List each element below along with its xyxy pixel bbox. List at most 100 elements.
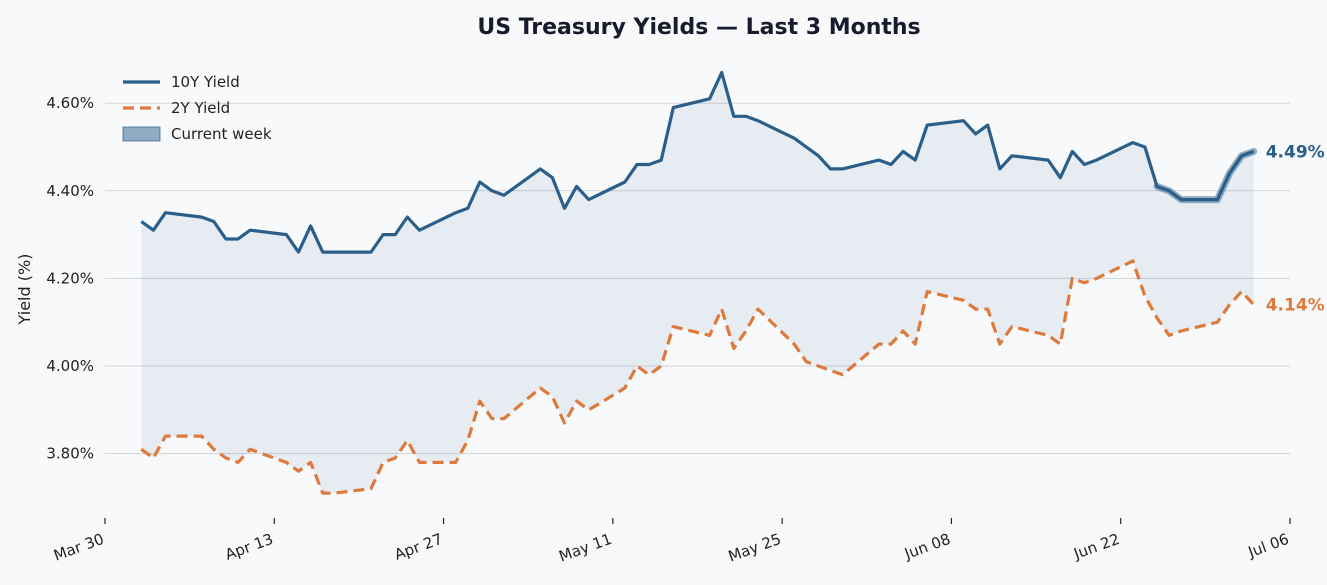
point-10y <box>200 215 204 219</box>
point-10y <box>804 145 808 149</box>
point-10y <box>732 114 736 118</box>
point-2y <box>635 364 639 368</box>
point-2y <box>889 342 893 346</box>
x-tick-label: Apr 13 <box>223 530 276 564</box>
point-10y <box>986 123 990 127</box>
point-2y <box>212 447 216 451</box>
point-10y <box>538 167 542 171</box>
point-2y <box>333 491 337 495</box>
series-line-10y <box>140 70 1255 254</box>
y-tick-label: 4.40% <box>46 182 94 200</box>
point-2y <box>502 417 506 421</box>
y-axis-label: Yield (%) <box>15 254 34 326</box>
point-2y <box>369 487 373 491</box>
point-2y <box>925 290 929 294</box>
point-10y <box>478 180 482 184</box>
point-10y <box>708 97 712 101</box>
point-2y <box>417 460 421 464</box>
legend: 10Y Yield 2Y Yield Current week <box>122 73 272 143</box>
point-10y <box>164 211 168 215</box>
point-2y <box>841 373 845 377</box>
legend-label: 10Y Yield <box>171 73 240 91</box>
point-10y <box>381 233 385 237</box>
point-2y <box>478 399 482 403</box>
point-2y <box>151 456 155 460</box>
point-10y <box>671 106 675 110</box>
point-10y <box>369 250 373 254</box>
point-2y <box>804 360 808 364</box>
point-2y <box>744 329 748 333</box>
point-10y <box>587 198 591 202</box>
point-2y <box>1179 329 1183 333</box>
x-tick-label: Jul 06 <box>1245 530 1292 562</box>
point-2y <box>671 325 675 329</box>
point-10y <box>659 158 663 162</box>
point-10y <box>309 224 313 228</box>
point-10y <box>575 184 579 188</box>
legend-swatch-current-week <box>122 126 161 142</box>
point-10y <box>889 163 893 167</box>
point-10y <box>1046 158 1050 162</box>
point-2y <box>1155 316 1159 320</box>
point-2y <box>550 395 554 399</box>
point-2y <box>913 342 917 346</box>
point-2y <box>297 469 301 473</box>
x-tick-label: May 25 <box>726 530 784 566</box>
spread-fill-layer <box>141 72 1254 494</box>
point-2y <box>575 399 579 403</box>
point-10y <box>877 158 881 162</box>
point-2y <box>974 307 978 311</box>
point-10y <box>925 123 929 127</box>
point-10y <box>466 206 470 210</box>
point-2y <box>1046 333 1050 337</box>
x-tick-label: Jun 08 <box>901 530 953 563</box>
point-2y <box>381 460 385 464</box>
x-tick-label: May 11 <box>557 530 615 566</box>
point-10y <box>901 149 905 153</box>
point-2y <box>1082 281 1086 285</box>
point-2y <box>466 439 470 443</box>
point-10y <box>635 163 639 167</box>
point-2y <box>321 491 325 495</box>
point-10y <box>502 193 506 197</box>
point-2y <box>829 368 833 372</box>
point-2y <box>1240 290 1244 294</box>
point-2y <box>284 460 288 464</box>
point-10y <box>1082 163 1086 167</box>
point-10y <box>405 215 409 219</box>
point-2y <box>454 460 458 464</box>
point-2y <box>659 364 663 368</box>
point-2y <box>877 342 881 346</box>
point-10y <box>490 189 494 193</box>
point-2y <box>563 421 567 425</box>
series-line-2y <box>140 259 1255 495</box>
current-week-highlight <box>1153 147 1258 204</box>
point-10y <box>792 136 796 140</box>
point-10y <box>1143 145 1147 149</box>
point-2y <box>538 386 542 390</box>
point-10y <box>550 176 554 180</box>
point-2y <box>1095 276 1099 280</box>
point-2y <box>647 373 651 377</box>
point-2y <box>816 364 820 368</box>
point-2y <box>986 307 990 311</box>
point-2y <box>1228 303 1232 307</box>
point-10y <box>744 114 748 118</box>
point-2y <box>200 434 204 438</box>
point-10y <box>841 167 845 171</box>
point-10y <box>284 233 288 237</box>
point-10y <box>139 220 143 224</box>
x-tick-label: Jun 22 <box>1071 530 1123 563</box>
y-tick-label: 4.00% <box>46 357 94 375</box>
point-10y <box>647 163 651 167</box>
point-2y <box>998 342 1002 346</box>
point-2y <box>1131 259 1135 263</box>
point-2y <box>708 333 712 337</box>
series-layer: 4.49% 4.14% <box>139 70 1325 495</box>
point-2y <box>393 456 397 460</box>
point-10y <box>913 158 917 162</box>
point-2y <box>309 460 313 464</box>
point-2y <box>248 447 252 451</box>
x-tick-label: Apr 27 <box>392 530 445 564</box>
